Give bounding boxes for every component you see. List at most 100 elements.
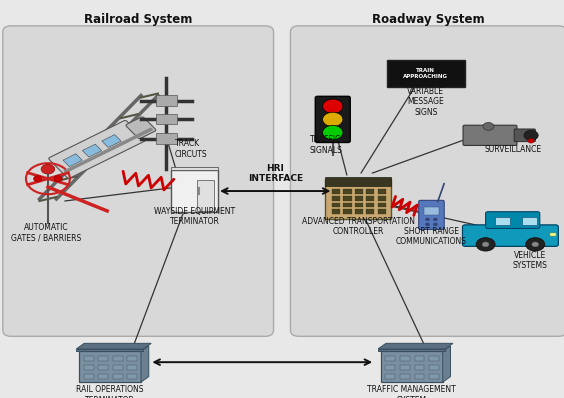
Bar bbox=[82, 144, 102, 157]
Bar bbox=[343, 196, 352, 201]
Circle shape bbox=[476, 238, 495, 251]
Bar bbox=[550, 233, 556, 236]
Text: AUTOMATIC
GATES / BARRIERS: AUTOMATIC GATES / BARRIERS bbox=[11, 223, 81, 242]
Bar bbox=[113, 374, 123, 379]
Bar bbox=[156, 96, 177, 106]
Circle shape bbox=[323, 125, 343, 140]
Bar bbox=[429, 374, 439, 379]
Bar bbox=[332, 209, 341, 214]
FancyBboxPatch shape bbox=[49, 121, 146, 178]
Bar bbox=[325, 179, 391, 219]
Bar bbox=[429, 365, 439, 370]
Bar bbox=[332, 203, 341, 207]
Bar bbox=[424, 207, 439, 215]
FancyBboxPatch shape bbox=[514, 129, 535, 142]
Bar bbox=[98, 355, 108, 361]
Bar bbox=[400, 374, 410, 379]
Bar bbox=[63, 127, 153, 174]
Polygon shape bbox=[378, 343, 453, 349]
Circle shape bbox=[528, 139, 534, 143]
Circle shape bbox=[433, 223, 438, 226]
Bar bbox=[332, 196, 341, 201]
FancyBboxPatch shape bbox=[462, 225, 558, 246]
Bar bbox=[98, 374, 108, 379]
Bar bbox=[355, 196, 363, 201]
FancyBboxPatch shape bbox=[3, 26, 274, 336]
Text: Roadway System: Roadway System bbox=[372, 13, 485, 26]
Circle shape bbox=[526, 238, 545, 251]
Circle shape bbox=[483, 123, 494, 130]
Bar bbox=[83, 374, 94, 379]
FancyBboxPatch shape bbox=[486, 212, 540, 228]
Bar bbox=[495, 217, 510, 225]
Text: ADVANCED TRANSPORTATION
CONTROLLER: ADVANCED TRANSPORTATION CONTROLLER bbox=[302, 217, 415, 236]
Bar bbox=[79, 351, 141, 382]
FancyBboxPatch shape bbox=[463, 125, 517, 145]
Bar bbox=[127, 374, 137, 379]
FancyBboxPatch shape bbox=[126, 117, 156, 139]
Bar bbox=[400, 355, 410, 361]
Text: TRACK
CIRCUTS: TRACK CIRCUTS bbox=[175, 139, 208, 159]
Polygon shape bbox=[77, 343, 151, 349]
Bar bbox=[113, 355, 123, 361]
Bar bbox=[156, 113, 177, 124]
Bar bbox=[343, 209, 352, 214]
Bar bbox=[366, 189, 374, 194]
Bar bbox=[98, 365, 108, 370]
Bar bbox=[355, 203, 363, 207]
FancyBboxPatch shape bbox=[315, 96, 350, 142]
Circle shape bbox=[34, 176, 42, 182]
Bar bbox=[343, 189, 352, 194]
Bar bbox=[171, 167, 218, 170]
Bar bbox=[385, 374, 395, 379]
Bar bbox=[366, 209, 374, 214]
Circle shape bbox=[482, 242, 489, 247]
FancyBboxPatch shape bbox=[387, 60, 465, 87]
Bar bbox=[325, 177, 391, 185]
Text: TRAIN
APPROACHING: TRAIN APPROACHING bbox=[403, 68, 448, 79]
Bar bbox=[113, 365, 123, 370]
Bar bbox=[378, 349, 445, 351]
Bar bbox=[156, 133, 177, 144]
Bar bbox=[366, 196, 374, 201]
Bar bbox=[415, 374, 425, 379]
Text: HRI
INTERFACE: HRI INTERFACE bbox=[248, 164, 303, 183]
Bar bbox=[355, 209, 363, 214]
Bar bbox=[332, 189, 341, 194]
Bar bbox=[127, 365, 137, 370]
Bar bbox=[415, 365, 425, 370]
Text: SHORT RANGE
COMMUNICATIONS: SHORT RANGE COMMUNICATIONS bbox=[396, 227, 467, 246]
FancyBboxPatch shape bbox=[290, 26, 564, 336]
Bar bbox=[77, 349, 143, 351]
Bar bbox=[522, 217, 537, 225]
Circle shape bbox=[54, 176, 62, 182]
Bar bbox=[377, 203, 386, 207]
Bar bbox=[385, 355, 395, 361]
Text: RAIL OPERATIONS
TERMINATOR: RAIL OPERATIONS TERMINATOR bbox=[76, 385, 144, 398]
Circle shape bbox=[425, 223, 430, 226]
Bar bbox=[171, 170, 218, 212]
Text: VEHICLE
SYSTEMS: VEHICLE SYSTEMS bbox=[513, 251, 548, 270]
Bar bbox=[343, 203, 352, 207]
Bar bbox=[83, 365, 94, 370]
Circle shape bbox=[323, 112, 343, 127]
Polygon shape bbox=[141, 346, 149, 382]
Bar bbox=[381, 351, 443, 382]
Bar bbox=[377, 196, 386, 201]
Text: TRAFFIC
SIGNALS: TRAFFIC SIGNALS bbox=[310, 135, 342, 155]
Circle shape bbox=[433, 218, 438, 221]
Text: SURVEILLANCE: SURVEILLANCE bbox=[484, 145, 542, 154]
Bar bbox=[429, 355, 439, 361]
Text: TRAFFIC MANAGEMENT
SYSTEM: TRAFFIC MANAGEMENT SYSTEM bbox=[367, 385, 456, 398]
Circle shape bbox=[41, 164, 55, 174]
Circle shape bbox=[323, 99, 343, 113]
Bar bbox=[127, 355, 137, 361]
Bar bbox=[197, 180, 214, 211]
Bar bbox=[102, 135, 121, 148]
Text: VARIABLE
MESSAGE
SIGNS: VARIABLE MESSAGE SIGNS bbox=[407, 87, 444, 117]
Bar bbox=[377, 209, 386, 214]
FancyBboxPatch shape bbox=[418, 200, 444, 230]
Bar bbox=[377, 189, 386, 194]
Bar bbox=[415, 355, 425, 361]
Circle shape bbox=[532, 242, 539, 247]
